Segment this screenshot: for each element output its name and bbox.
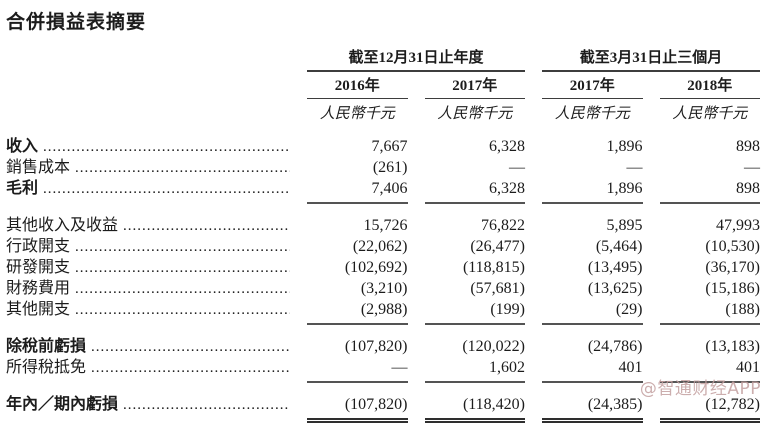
row-label-cell: 銷售成本: [6, 153, 290, 177]
cell-value: 7,667: [371, 138, 408, 155]
cell-value: 6,328: [489, 138, 525, 155]
cell-value: (199): [424, 301, 525, 325]
page-title: 合併損益表摘要: [6, 11, 147, 33]
row-label: 年內／期內虧損: [6, 396, 119, 413]
table-row: 收入 7,667 6,328 1,896 898: [6, 132, 760, 156]
row-label: 其他開支: [6, 301, 71, 318]
column-year-header: 2016年: [307, 74, 408, 99]
row-label: 收入: [6, 138, 39, 155]
unit-label: 人民幣千元: [672, 106, 748, 122]
dot-leader: [91, 359, 290, 377]
unit-label-row: 人民幣千元 人民幣千元 人民幣千元 人民幣千元: [6, 102, 760, 123]
row-label-cell: 毛利: [6, 174, 290, 198]
row-label-cell: 年內／期內虧損: [6, 390, 290, 414]
unit-label: 人民幣千元: [319, 106, 395, 122]
table-row: 年內／期內虧損 (107,820) (118,420) (24,385) (12,782…: [6, 390, 760, 423]
row-label-cell: 其他收入及收益: [6, 211, 290, 235]
table-row: 行政開支 (22,062) (26,477) (5,464) (10,530): [6, 232, 760, 256]
cell-value: 1,896: [606, 138, 643, 155]
cell-value: (107,820): [344, 338, 408, 355]
cell-value: (15,186): [705, 280, 760, 297]
unit-label: 人民幣千元: [437, 106, 513, 122]
cell-value: (5,464): [595, 238, 643, 255]
table-row: 其他開支 (2,988) (199) (29) (188): [6, 295, 760, 325]
cell-value: (10,530): [705, 238, 760, 255]
cell-value: (24,786): [587, 338, 643, 355]
row-label-cell: 行政開支: [6, 232, 290, 256]
row-label-cell: 研發開支: [6, 253, 290, 277]
cell-value: 5,895: [606, 217, 643, 234]
cell-value: 1,896: [542, 180, 643, 204]
row-label-cell: 收入: [6, 132, 290, 156]
row-label: 其他收入及收益: [6, 217, 119, 234]
column-year-header: 2017年: [424, 74, 525, 99]
table-row: 銷售成本 (261) — — —: [6, 153, 760, 177]
cell-value: 401: [659, 359, 760, 383]
row-label-cell: 除稅前虧損: [6, 332, 290, 356]
dot-leader: [43, 180, 290, 198]
cell-value: (118,815): [462, 259, 525, 276]
column-year-header-row: 2016年 2017年 2017年 2018年: [6, 74, 760, 99]
cell-value: (26,477): [470, 238, 525, 255]
cell-value: (107,820): [307, 396, 408, 423]
cell-value: 1,602: [424, 359, 525, 383]
row-label: 所得稅抵免: [6, 359, 87, 376]
cell-value: —: [307, 359, 408, 383]
cell-value: (57,681): [470, 280, 525, 297]
cell-value: 76,822: [481, 217, 525, 234]
cell-value: 898: [736, 138, 760, 155]
cell-value: (120,022): [462, 338, 525, 355]
cell-value: (188): [659, 301, 760, 325]
dot-leader: [75, 301, 290, 319]
column-group-header-quarterly: 截至3月31日止三個月: [542, 46, 760, 72]
cell-value: (118,420): [424, 396, 525, 423]
table-row: 除稅前虧損 (107,820) (120,022) (24,786) (13,183): [6, 332, 760, 356]
cell-value: (24,385): [542, 396, 643, 423]
unit-label: 人民幣千元: [554, 106, 630, 122]
table-row: 研發開支 (102,692) (118,815) (13,495) (36,170): [6, 253, 760, 277]
cell-value: 401: [542, 359, 643, 383]
cell-value: (13,495): [587, 259, 643, 276]
cell-value: (13,625): [587, 280, 643, 297]
cell-value: —: [744, 159, 760, 176]
cell-value: (3,210): [360, 280, 408, 297]
cell-value: (36,170): [705, 259, 760, 276]
cell-value: 15,726: [363, 217, 408, 234]
row-label-cell: 財務費用: [6, 274, 290, 298]
table-row: 其他收入及收益 15,726 76,822 5,895 47,993: [6, 211, 760, 235]
row-label: 行政開支: [6, 238, 71, 255]
table-row: 財務費用 (3,210) (57,681) (13,625) (15,186): [6, 274, 760, 298]
cell-value: —: [626, 159, 643, 176]
cell-value: (13,183): [705, 338, 760, 355]
column-group-header-annual: 截至12月31日止年度: [307, 46, 525, 72]
table-body: 收入 7,667 6,328 1,896 898 銷售成本 (261) — — — 毛利 7,406 6…: [6, 132, 760, 423]
row-label: 研發開支: [6, 259, 71, 276]
cell-value: (102,692): [344, 259, 408, 276]
cell-value: 47,993: [716, 217, 760, 234]
row-label: 銷售成本: [6, 159, 71, 176]
row-label-cell: 其他開支: [6, 295, 290, 319]
cell-value: 6,328: [424, 180, 525, 204]
cell-value: 898: [659, 180, 760, 204]
row-label-cell: 所得稅抵免: [6, 353, 290, 377]
table-row: 所得稅抵免 — 1,602 401 401: [6, 353, 760, 383]
dot-leader: [123, 396, 290, 414]
table-row: 毛利 7,406 6,328 1,896 898: [6, 174, 760, 204]
cell-value: (22,062): [352, 238, 408, 255]
cell-value: (12,782): [659, 396, 760, 423]
cell-value: (2,988): [307, 301, 408, 325]
column-group-header-row: 截至12月31日止年度 截至3月31日止三個月: [6, 46, 760, 72]
column-year-header: 2018年: [659, 74, 760, 99]
cell-value: (261): [372, 159, 408, 176]
column-year-header: 2017年: [542, 74, 643, 99]
cell-value: —: [509, 159, 525, 176]
row-label: 除稅前虧損: [6, 338, 87, 355]
row-label: 毛利: [6, 180, 39, 197]
cell-value: 7,406: [307, 180, 408, 204]
cell-value: (29): [542, 301, 643, 325]
row-label: 財務費用: [6, 280, 71, 297]
